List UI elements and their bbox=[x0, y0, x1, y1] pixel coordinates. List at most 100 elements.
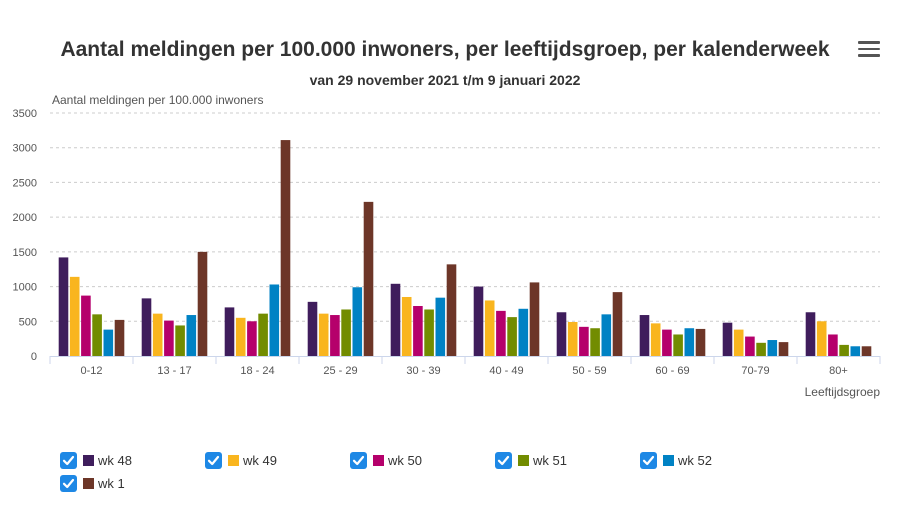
legend-item[interactable]: wk 50 bbox=[350, 452, 422, 469]
bar[interactable] bbox=[363, 201, 374, 356]
bar[interactable] bbox=[141, 298, 152, 356]
bar[interactable] bbox=[650, 323, 661, 356]
bar[interactable] bbox=[280, 140, 291, 356]
bar[interactable] bbox=[114, 319, 125, 356]
checkbox-checked-icon[interactable] bbox=[205, 452, 222, 469]
legend-item[interactable]: wk 52 bbox=[640, 452, 712, 469]
legend-label: wk 49 bbox=[243, 453, 277, 468]
legend-item[interactable]: wk 49 bbox=[205, 452, 277, 469]
bar[interactable] bbox=[639, 315, 650, 356]
bar[interactable] bbox=[235, 317, 246, 356]
y-tick-label: 2500 bbox=[13, 177, 37, 189]
bar[interactable] bbox=[722, 322, 733, 356]
bar[interactable] bbox=[473, 286, 484, 356]
bar[interactable] bbox=[733, 329, 744, 356]
y-tick-label: 1000 bbox=[13, 282, 37, 294]
bar[interactable] bbox=[258, 313, 268, 356]
bar[interactable] bbox=[152, 313, 163, 356]
checkbox-checked-icon[interactable] bbox=[60, 475, 77, 492]
bar[interactable] bbox=[695, 328, 706, 356]
legend-swatch bbox=[83, 455, 94, 466]
bar[interactable] bbox=[556, 312, 567, 356]
legend-label: wk 48 bbox=[98, 453, 132, 468]
bar[interactable] bbox=[684, 328, 695, 356]
bar[interactable] bbox=[567, 321, 578, 356]
bar[interactable] bbox=[601, 314, 612, 356]
bar[interactable] bbox=[164, 320, 174, 356]
x-tick-label: 50 - 59 bbox=[572, 365, 606, 377]
bar[interactable] bbox=[861, 346, 872, 356]
legend-item[interactable]: wk 51 bbox=[495, 452, 567, 469]
bar[interactable] bbox=[186, 315, 197, 356]
legend-swatch bbox=[373, 455, 384, 466]
legend-label: wk 50 bbox=[388, 453, 422, 468]
bar[interactable] bbox=[318, 313, 329, 356]
bar[interactable] bbox=[58, 257, 69, 356]
checkbox-checked-icon[interactable] bbox=[495, 452, 512, 469]
bar[interactable] bbox=[92, 314, 102, 356]
bar[interactable] bbox=[529, 282, 540, 356]
chart-title: Aantal meldingen per 100.000 inwoners, p… bbox=[60, 38, 830, 61]
bar[interactable] bbox=[269, 284, 280, 356]
bar[interactable] bbox=[330, 315, 340, 356]
y-tick-label: 0 bbox=[31, 351, 37, 363]
x-tick-label: 18 - 24 bbox=[240, 365, 274, 377]
bar[interactable] bbox=[103, 329, 114, 356]
bar[interactable] bbox=[828, 334, 838, 356]
bar[interactable] bbox=[435, 297, 446, 356]
bar[interactable] bbox=[175, 325, 185, 356]
legend-swatch bbox=[83, 478, 94, 489]
bar[interactable] bbox=[518, 308, 529, 356]
bar[interactable] bbox=[590, 328, 600, 356]
bar[interactable] bbox=[446, 264, 457, 356]
hamburger-menu-icon[interactable] bbox=[858, 41, 880, 59]
bar[interactable] bbox=[805, 312, 816, 356]
bar[interactable] bbox=[69, 276, 80, 356]
checkbox-checked-icon[interactable] bbox=[60, 452, 77, 469]
bar[interactable] bbox=[413, 306, 423, 356]
legend-swatch bbox=[518, 455, 529, 466]
legend-swatch bbox=[663, 455, 674, 466]
x-tick-label: 0-12 bbox=[80, 365, 102, 377]
x-tick-label: 60 - 69 bbox=[655, 365, 689, 377]
bar[interactable] bbox=[424, 309, 434, 356]
legend-item[interactable]: wk 1 bbox=[60, 475, 125, 492]
bar[interactable] bbox=[401, 296, 412, 356]
bar[interactable] bbox=[307, 301, 318, 356]
bar[interactable] bbox=[673, 334, 683, 356]
x-tick-label: 70-79 bbox=[741, 365, 769, 377]
y-axis-label: Aantal meldingen per 100.000 inwoners bbox=[52, 93, 263, 107]
bar[interactable] bbox=[778, 342, 789, 356]
bar[interactable] bbox=[507, 317, 517, 356]
bar[interactable] bbox=[767, 340, 778, 356]
bar[interactable] bbox=[197, 251, 208, 356]
bar[interactable] bbox=[352, 287, 363, 356]
bar[interactable] bbox=[81, 295, 91, 356]
bar[interactable] bbox=[612, 292, 623, 356]
bar[interactable] bbox=[745, 336, 755, 356]
bar[interactable] bbox=[756, 342, 766, 356]
bar[interactable] bbox=[390, 283, 401, 356]
legend-label: wk 1 bbox=[98, 476, 125, 491]
y-tick-label: 500 bbox=[19, 316, 37, 328]
bar[interactable] bbox=[484, 300, 495, 356]
bar[interactable] bbox=[579, 326, 589, 356]
legend-item[interactable]: wk 48 bbox=[60, 452, 132, 469]
checkbox-checked-icon[interactable] bbox=[640, 452, 657, 469]
y-tick-label: 1500 bbox=[13, 247, 37, 259]
bar[interactable] bbox=[224, 307, 235, 356]
bar[interactable] bbox=[247, 321, 257, 356]
x-tick-label: 25 - 29 bbox=[323, 365, 357, 377]
bar[interactable] bbox=[839, 344, 849, 356]
bar[interactable] bbox=[496, 310, 506, 356]
x-axis-label: Leeftijdsgroep bbox=[805, 385, 881, 399]
checkbox-checked-icon[interactable] bbox=[350, 452, 367, 469]
bar[interactable] bbox=[662, 329, 672, 356]
x-tick-label: 40 - 49 bbox=[489, 365, 523, 377]
bar[interactable] bbox=[341, 309, 351, 356]
bar[interactable] bbox=[850, 346, 861, 356]
y-tick-label: 2000 bbox=[13, 212, 37, 224]
x-tick-label: 13 - 17 bbox=[157, 365, 191, 377]
bar[interactable] bbox=[816, 321, 827, 356]
